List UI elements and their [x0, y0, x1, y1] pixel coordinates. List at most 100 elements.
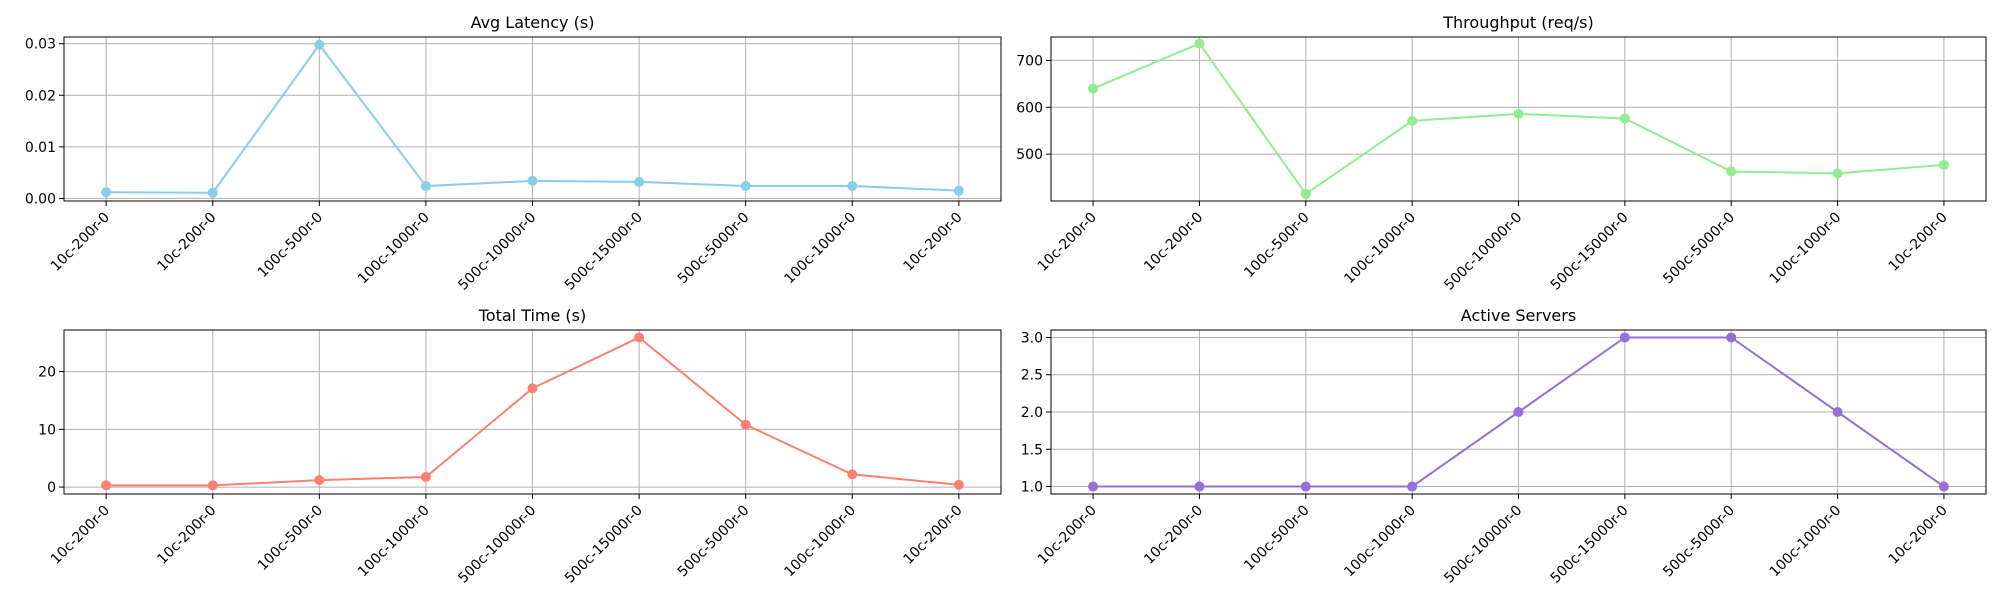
chart-panel-1: Avg Latency (s) 0.00 0.01 0.02 0.03 10c-200r-… — [25, 13, 1002, 294]
chart-title: Active Servers — [1461, 306, 1576, 325]
data-point — [740, 419, 751, 430]
x-tick-label: 10c-200r-0 — [48, 210, 113, 275]
y-tick-label: 3.0 — [1021, 330, 1043, 346]
data-point — [1938, 481, 1949, 492]
x-tick-label: 500c-5000r-0 — [1660, 210, 1738, 288]
data-point — [1194, 38, 1205, 49]
data-point — [953, 479, 964, 490]
data-point — [847, 181, 858, 192]
x-tick-label: 10c-200r-0 — [901, 210, 966, 275]
data-point — [634, 176, 645, 187]
y-tick-label: 20 — [38, 365, 56, 381]
x-tick-label: 500c-5000r-0 — [675, 210, 753, 288]
data-point — [1300, 188, 1311, 199]
data-point — [1832, 168, 1843, 179]
x-tick-label: 100c-500r-0 — [255, 503, 326, 574]
data-point — [1300, 481, 1311, 492]
axes-frame — [1050, 36, 1987, 202]
x-tick-label: 100c-1000r-0 — [355, 210, 433, 288]
x-tick-label: 100c-1000r-0 — [781, 210, 859, 288]
data-point — [1194, 481, 1205, 492]
x-tick-label: 10c-200r-0 — [1141, 503, 1206, 568]
chart-panel-3: Total Time (s) 0 10 20 10c-200r-0 10c-200r-0 1… — [38, 306, 1002, 587]
x-tick-label: 100c-500r-0 — [255, 210, 326, 281]
y-tick-label: 0.02 — [25, 88, 56, 104]
data-point — [1088, 481, 1099, 492]
x-tick-label: 10c-200r-0 — [901, 503, 966, 568]
data-point — [207, 187, 218, 198]
axes-frame — [63, 329, 1002, 495]
data-point — [101, 187, 112, 198]
x-tick-label: 100c-1000r-0 — [781, 503, 859, 581]
chart-title: Avg Latency (s) — [471, 13, 595, 32]
y-tick-label: 2.0 — [1021, 405, 1043, 421]
x-tick-label: 100c-1000r-0 — [1767, 210, 1845, 288]
x-tick-label: 500c-15000r-0 — [562, 503, 646, 587]
y-tick-label: 700 — [1016, 53, 1043, 69]
y-tick-label: 0.03 — [25, 37, 56, 53]
data-point — [1088, 83, 1099, 94]
data-point — [1407, 481, 1418, 492]
data-point — [207, 480, 218, 491]
data-point — [1619, 332, 1630, 343]
data-point — [420, 471, 431, 482]
x-tick-label: 500c-5000r-0 — [675, 503, 753, 581]
x-tick-label: 10c-200r-0 — [1035, 210, 1100, 275]
data-point — [634, 332, 645, 343]
data-point — [1513, 108, 1524, 119]
y-tick-label: 500 — [1016, 147, 1043, 163]
data-point — [1726, 332, 1737, 343]
data-point — [527, 175, 538, 186]
x-tick-label: 10c-200r-0 — [1886, 503, 1951, 568]
y-tick-label: 1.5 — [1021, 442, 1043, 458]
y-tick-label: 10 — [38, 422, 56, 438]
data-point — [1726, 166, 1737, 177]
chart-panel-4: Active Servers 1.0 1.5 2.0 2.5 3.0 10c-200r-0 1… — [1021, 306, 1987, 587]
y-tick-label: 0 — [47, 480, 56, 496]
x-tick-label: 500c-10000r-0 — [1441, 503, 1525, 587]
data-point — [101, 480, 112, 491]
axes-frame — [1050, 329, 1987, 495]
x-tick-label: 500c-15000r-0 — [562, 210, 646, 294]
x-tick-label: 10c-200r-0 — [1886, 210, 1951, 275]
x-tick-label: 500c-10000r-0 — [455, 210, 539, 294]
data-point — [1407, 115, 1418, 126]
x-tick-label: 500c-15000r-0 — [1548, 210, 1632, 294]
x-tick-label: 100c-1000r-0 — [1767, 503, 1845, 581]
x-tick-label: 500c-15000r-0 — [1548, 503, 1632, 587]
data-point — [847, 469, 858, 480]
x-tick-label: 10c-200r-0 — [1035, 503, 1100, 568]
y-tick-label: 2.5 — [1021, 368, 1043, 384]
x-tick-label: 100c-1000r-0 — [355, 503, 433, 581]
chart-panel-2: Throughput (req/s) 500 600 700 10c-200r-0 10c… — [1016, 13, 1987, 294]
x-tick-label: 100c-1000r-0 — [1341, 503, 1419, 581]
x-tick-label: 500c-10000r-0 — [455, 503, 539, 587]
x-tick-label: 500c-5000r-0 — [1660, 503, 1738, 581]
x-tick-label: 10c-200r-0 — [1141, 210, 1206, 275]
x-tick-label: 10c-200r-0 — [154, 503, 219, 568]
x-tick-label: 100c-1000r-0 — [1341, 210, 1419, 288]
data-point — [314, 475, 325, 486]
y-tick-label: 0.01 — [25, 140, 56, 156]
data-point — [740, 181, 751, 192]
chart-title: Total Time (s) — [478, 306, 587, 325]
y-tick-label: 1.0 — [1021, 480, 1043, 496]
x-tick-label: 10c-200r-0 — [154, 210, 219, 275]
data-point — [1938, 159, 1949, 170]
data-point — [1619, 113, 1630, 124]
x-tick-label: 100c-500r-0 — [1241, 210, 1312, 281]
data-point — [953, 185, 964, 196]
data-point — [527, 383, 538, 394]
data-point — [420, 181, 431, 192]
x-tick-label: 10c-200r-0 — [48, 503, 113, 568]
y-tick-label: 0.00 — [25, 191, 56, 207]
x-tick-label: 100c-500r-0 — [1241, 503, 1312, 574]
data-point — [1832, 407, 1843, 417]
axes-frame — [63, 36, 1002, 202]
data-point — [314, 39, 325, 50]
chart-title: Throughput (req/s) — [1442, 13, 1593, 32]
data-point — [1513, 407, 1524, 417]
y-tick-label: 600 — [1016, 100, 1043, 116]
x-tick-label: 500c-10000r-0 — [1441, 210, 1525, 294]
